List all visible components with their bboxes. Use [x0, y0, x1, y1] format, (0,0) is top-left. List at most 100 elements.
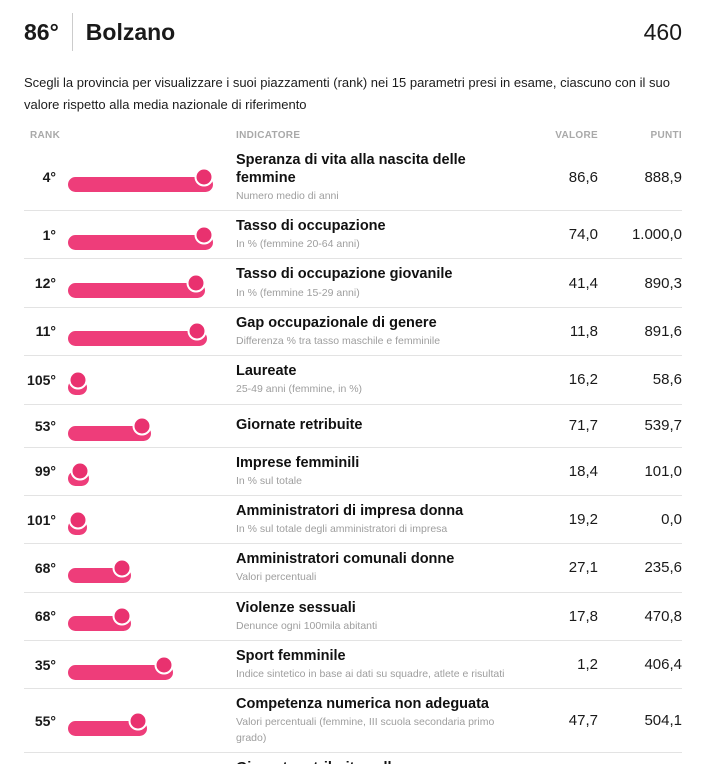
indicator-rank: 35°: [34, 656, 56, 673]
indicator-row: 68° Amministratori comunali donne Valori…: [24, 543, 682, 591]
indicator-cell: Competenza numerica non adeguata Valori …: [236, 695, 526, 746]
indicator-row: 35° Sport femminile Indice sintetico in …: [24, 639, 682, 688]
indicator-cell: Gap occupazionale di genere Differenza %…: [236, 314, 526, 349]
column-header-indicator: INDICATORE: [236, 129, 301, 141]
rank-bar-knob: [194, 167, 213, 187]
indicator-points: 470,8: [644, 607, 682, 625]
indicator-title: Gap occupazionale di genere: [236, 314, 437, 331]
indicator-rank: 12°: [34, 275, 56, 292]
rank-bar-knob: [68, 370, 87, 390]
rank-bar-knob: [132, 416, 152, 435]
indicator-title: Competenza numerica non adeguata: [236, 696, 489, 713]
indicator-row: 55° Competenza numerica non adeguata Val…: [24, 688, 682, 752]
indicator-value: 41,4: [568, 274, 598, 292]
indicator-subtitle: In % (femmine 20-64 anni): [236, 238, 360, 251]
indicator-points: 58,6: [652, 371, 682, 389]
indicator-subtitle: Valori percentuali: [236, 571, 317, 584]
indicator-points: 890,3: [644, 274, 682, 292]
indicator-value: 86,6: [568, 168, 598, 186]
indicator-value: 71,7: [568, 417, 598, 434]
indicator-rank: 55°: [34, 712, 56, 729]
indicator-points: 406,4: [644, 656, 682, 674]
indicator-points: 0,0: [661, 511, 682, 529]
indicator-row: 11° Gap occupazionale di genere Differen…: [24, 306, 682, 355]
province-rank: 86°: [24, 18, 59, 45]
indicator-subtitle: 25-49 anni (femmine, in %): [236, 383, 363, 396]
indicator-title: Tasso di occupazione giovanile: [236, 266, 453, 283]
panel-header: 86° Bolzano 460: [24, 10, 682, 54]
indicator-points: 235,6: [644, 559, 682, 577]
indicator-title: Sport femminile: [236, 647, 346, 664]
indicator-subtitle: Numero medio di anni: [236, 189, 339, 202]
indicator-title: Giornate retribuite: [236, 417, 363, 434]
indicator-cell: Sport femminile Indice sintetico in base…: [236, 647, 526, 682]
total-points: 460: [643, 18, 682, 45]
rank-bar-fill: [68, 425, 152, 441]
indicator-row: 1° Tasso di occupazione In % (femmine 20…: [24, 210, 682, 258]
rank-bar-knob: [70, 461, 90, 481]
rank-bar-knob: [154, 655, 174, 675]
indicator-title: Imprese femminili: [236, 454, 360, 471]
indicator-cell: Imprese femminili In % sul totale: [236, 454, 526, 489]
table-header: RANK INDICATORE VALORE PUNTI: [24, 130, 682, 141]
indicator-points: 888,9: [644, 168, 682, 186]
indicator-points: 539,7: [644, 417, 682, 434]
indicator-cell: Tasso di occupazione giovanile In % (fem…: [236, 265, 526, 300]
column-header-points: PUNTI: [650, 129, 682, 141]
indicator-rank: 68°: [34, 559, 56, 576]
indicator-title: Giornate retribuite nell anno: [236, 759, 526, 764]
indicator-value: 18,4: [568, 462, 598, 480]
indicator-cell: Tasso di occupazione In % (femmine 20-64…: [236, 217, 526, 252]
indicator-row: 101° Amministratori di impresa donna In …: [24, 494, 682, 543]
indicator-title: Violenze sessuali: [236, 599, 356, 616]
indicator-value: 19,2: [568, 511, 598, 529]
indicator-value: 17,8: [568, 607, 598, 625]
indicator-title: Amministratori di impresa donna: [236, 502, 464, 519]
indicator-rank: 1°: [42, 226, 56, 243]
indicator-rank: 11°: [35, 323, 56, 340]
indicator-value: 47,7: [568, 712, 598, 729]
indicator-title: Amministratori comunali donne: [236, 551, 455, 568]
rank-bar-fill: [68, 283, 206, 299]
header-divider: [71, 13, 73, 51]
indicator-subtitle: Denunce ogni 100mila abitanti: [236, 619, 378, 632]
rank-bar-knob: [128, 711, 148, 730]
rank-bar-knob: [187, 321, 207, 341]
indicator-cell: Speranza di vita alla nascita delle femm…: [236, 151, 526, 204]
province-name: Bolzano: [85, 18, 176, 45]
rank-bar-fill: [68, 720, 148, 736]
indicator-cell: Amministratori comunali donne Valori per…: [236, 550, 526, 585]
indicator-rank: 4°: [42, 169, 56, 186]
rank-bar-fill: [68, 234, 213, 250]
indicator-row: 4° Speranza di vita alla nascita delle f…: [24, 145, 682, 210]
indicator-row: 68° Violenze sessuali Denunce ogni 100mi…: [24, 591, 682, 640]
indicator-subtitle: Differenza % tra tasso maschile e femmin…: [236, 334, 441, 347]
indicator-subtitle: In % sul totale degli amministratori di …: [236, 522, 448, 535]
indicator-cell: Giornate retribuite: [236, 416, 526, 434]
indicator-row: 53° Giornate retribuite 71,7 539,7: [24, 403, 682, 447]
indicator-subtitle: In % (femmine 15-29 anni): [236, 286, 360, 299]
indicator-rank: 101°: [27, 511, 56, 528]
column-header-rank: RANK: [30, 129, 61, 141]
rank-bar-knob: [194, 225, 213, 245]
rank-bar-fill: [68, 331, 207, 347]
indicator-row: 53° Giornate retribuite nell anno Valori…: [24, 751, 682, 764]
column-header-value: VALORE: [555, 129, 598, 141]
rank-bar-knob: [112, 606, 132, 626]
indicator-value: 16,2: [568, 371, 598, 389]
indicator-value: 27,1: [568, 559, 598, 577]
indicator-rank: 99°: [34, 463, 56, 480]
rank-bar-knob: [112, 558, 132, 578]
indicator-subtitle: In % sul totale: [236, 474, 302, 487]
indicator-cell: Giornate retribuite nell anno Valori per…: [236, 759, 526, 764]
indicator-value: 11,8: [569, 322, 598, 340]
indicator-title: Speranza di vita alla nascita delle femm…: [236, 151, 466, 186]
indicator-rank: 105°: [27, 371, 56, 388]
rank-bar-knob: [186, 273, 206, 293]
indicator-rows: 4° Speranza di vita alla nascita delle f…: [24, 145, 682, 764]
indicator-points: 891,6: [644, 322, 682, 340]
rank-bar-knob: [68, 510, 87, 530]
indicator-points: 1.000,0: [631, 226, 682, 244]
rank-bar-fill: [68, 664, 174, 680]
